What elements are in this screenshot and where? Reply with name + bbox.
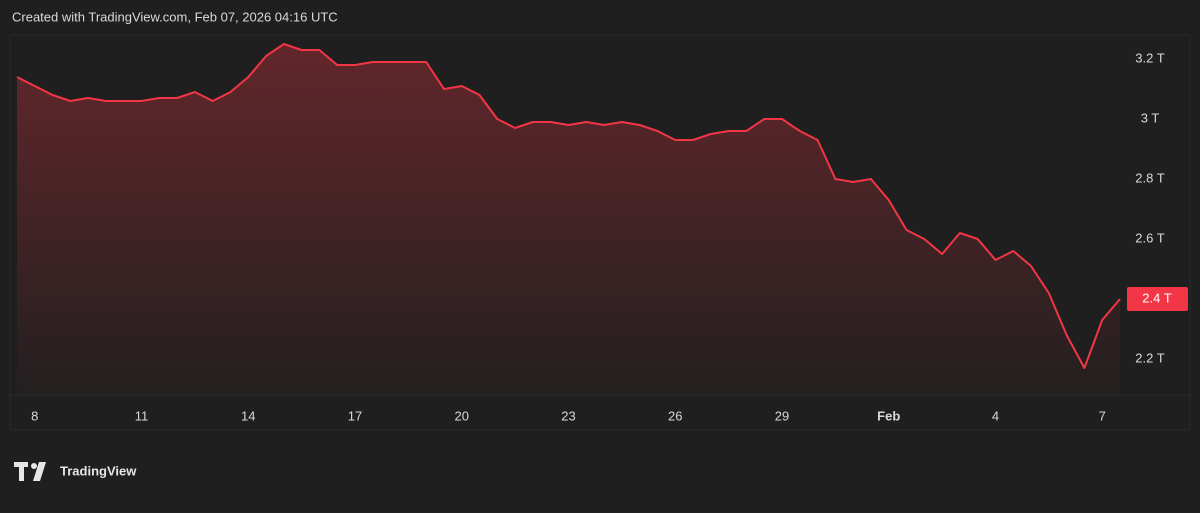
price-line — [16, 43, 1121, 369]
x-tick-label: 4 — [992, 408, 999, 423]
chart-frame — [9, 34, 1191, 431]
logo-dot — [31, 463, 37, 469]
brand-name: TradingView — [60, 463, 137, 478]
y-tick-label: 3 T — [1141, 110, 1160, 125]
x-tick-label: 17 — [348, 408, 362, 423]
y-tick-label: 3.2 T — [1135, 50, 1164, 65]
x-tick-label: 23 — [561, 408, 575, 423]
header-text: Created with TradingView.com, Feb 07, 20… — [12, 9, 338, 24]
last-price-label: 2.4 T — [1142, 290, 1171, 305]
x-tick-label: 8 — [31, 408, 38, 423]
logo-slash — [33, 462, 46, 481]
x-tick-label: 29 — [775, 408, 789, 423]
y-tick-label: 2.8 T — [1135, 170, 1164, 185]
logo-stem — [19, 462, 24, 481]
x-tick-label: 7 — [1099, 408, 1106, 423]
brand-logo: TradingView — [14, 462, 137, 481]
y-tick-label: 2.2 T — [1135, 350, 1164, 365]
x-tick-label: 14 — [241, 408, 255, 423]
y-tick-label: 2.6 T — [1135, 230, 1164, 245]
x-tick-label: 11 — [135, 408, 149, 423]
x-tick-label: 20 — [455, 408, 469, 423]
x-tick-label: Feb — [877, 408, 900, 423]
last-price-box — [1127, 287, 1188, 311]
area-fill — [17, 44, 1120, 395]
x-tick-label: 26 — [668, 408, 682, 423]
